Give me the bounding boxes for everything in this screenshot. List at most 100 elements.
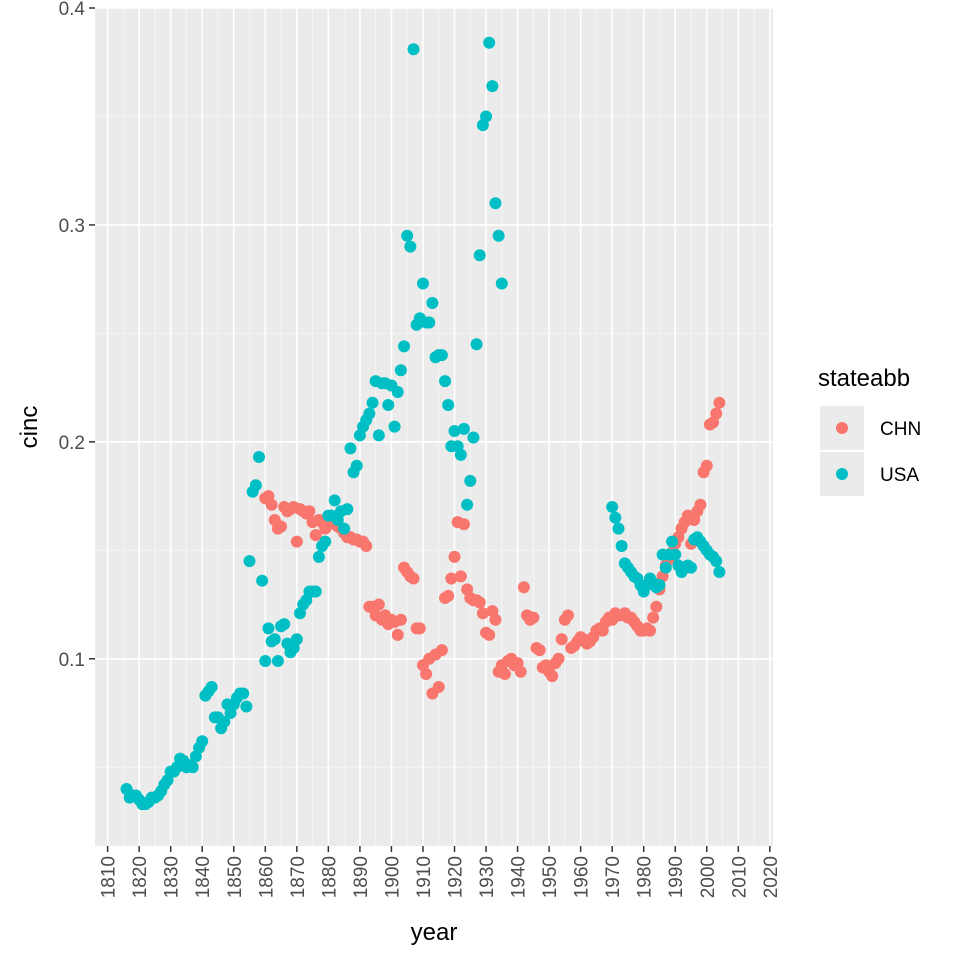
x-tick-label: 1970 <box>603 856 624 898</box>
legend-dot-usa <box>836 468 848 480</box>
x-tick-label: 1870 <box>288 856 309 898</box>
point-chn <box>442 589 455 602</box>
point-chn <box>650 600 663 613</box>
point-chn <box>448 550 461 563</box>
point-usa <box>344 442 357 455</box>
point-usa <box>401 229 414 242</box>
point-usa <box>492 229 505 242</box>
x-tick-label: 1880 <box>319 856 340 898</box>
x-tick-label: 2010 <box>729 856 750 898</box>
point-usa <box>268 633 281 646</box>
point-usa <box>249 479 262 492</box>
point-chn <box>303 505 316 518</box>
point-usa <box>312 550 325 563</box>
point-chn <box>489 613 502 626</box>
point-usa <box>442 398 455 411</box>
point-chn <box>473 596 486 609</box>
point-usa <box>407 43 420 56</box>
point-usa <box>205 680 218 693</box>
legend-label-usa: USA <box>880 465 919 486</box>
point-usa <box>710 555 723 568</box>
point-chn <box>546 670 559 683</box>
point-usa <box>473 249 486 262</box>
point-chn <box>533 644 546 657</box>
point-chn <box>435 644 448 657</box>
point-usa <box>448 425 461 438</box>
x-tick-label: 1860 <box>256 856 277 898</box>
point-usa <box>243 555 256 568</box>
x-tick-label: 1840 <box>193 856 214 898</box>
point-chn <box>290 535 303 548</box>
point-usa <box>685 561 698 574</box>
point-usa <box>467 431 480 444</box>
point-usa <box>470 338 483 351</box>
x-tick-label: 2000 <box>698 856 719 898</box>
x-tick-label: 1940 <box>509 856 530 898</box>
point-usa <box>435 349 448 362</box>
point-usa <box>483 36 496 49</box>
point-chn <box>498 667 511 680</box>
point-usa <box>366 396 379 409</box>
point-chn <box>517 581 530 594</box>
point-usa <box>439 375 452 388</box>
y-tick-label: 0.1 <box>59 650 85 671</box>
point-chn <box>562 609 575 622</box>
point-usa <box>404 240 417 253</box>
point-usa <box>416 277 429 290</box>
point-usa <box>609 511 622 524</box>
point-usa <box>218 715 231 728</box>
x-tick-label: 1810 <box>99 856 120 898</box>
point-usa <box>713 566 726 579</box>
point-chn <box>420 667 433 680</box>
point-chn <box>372 598 385 611</box>
point-chn <box>483 628 496 641</box>
legend-label-chn: CHN <box>880 419 921 440</box>
point-chn <box>476 607 489 620</box>
point-usa <box>612 522 625 535</box>
point-usa <box>394 364 407 377</box>
point-chn <box>413 622 426 635</box>
point-usa <box>653 579 666 592</box>
x-tick-label: 1910 <box>414 856 435 898</box>
point-usa <box>398 340 411 353</box>
x-tick-label: 1960 <box>572 856 593 898</box>
point-usa <box>363 407 376 420</box>
point-chn <box>514 665 527 678</box>
point-usa <box>256 574 269 587</box>
point-usa <box>309 585 322 598</box>
point-usa <box>480 110 493 123</box>
x-tick-label: 1930 <box>477 856 498 898</box>
point-usa <box>489 197 502 210</box>
point-chn <box>394 613 407 626</box>
x-tick-label: 1820 <box>130 856 151 898</box>
point-usa <box>388 420 401 433</box>
x-tick-label: 1830 <box>162 856 183 898</box>
point-usa <box>252 451 265 464</box>
point-chn <box>445 572 458 585</box>
point-usa <box>259 654 272 667</box>
point-usa <box>457 422 470 435</box>
point-usa <box>495 277 508 290</box>
point-usa <box>615 539 628 552</box>
point-usa <box>391 385 404 398</box>
x-axis-title: year <box>411 919 458 946</box>
x-tick-label: 1850 <box>225 856 246 898</box>
point-chn <box>360 539 373 552</box>
point-usa <box>290 633 303 646</box>
x-tick-label: 1920 <box>445 856 466 898</box>
point-usa <box>464 474 477 487</box>
point-usa <box>186 761 199 774</box>
point-usa <box>271 654 284 667</box>
legend-title: stateabb <box>818 365 910 392</box>
point-usa <box>426 297 439 310</box>
legend-dot-chn <box>836 422 848 434</box>
x-tick-label: 1950 <box>540 856 561 898</box>
point-usa <box>278 618 291 631</box>
x-tick-label: 1980 <box>635 856 656 898</box>
point-usa <box>319 535 332 548</box>
point-usa <box>659 561 672 574</box>
point-usa <box>423 316 436 329</box>
plot-panel <box>95 8 773 846</box>
x-tick-label: 1900 <box>382 856 403 898</box>
